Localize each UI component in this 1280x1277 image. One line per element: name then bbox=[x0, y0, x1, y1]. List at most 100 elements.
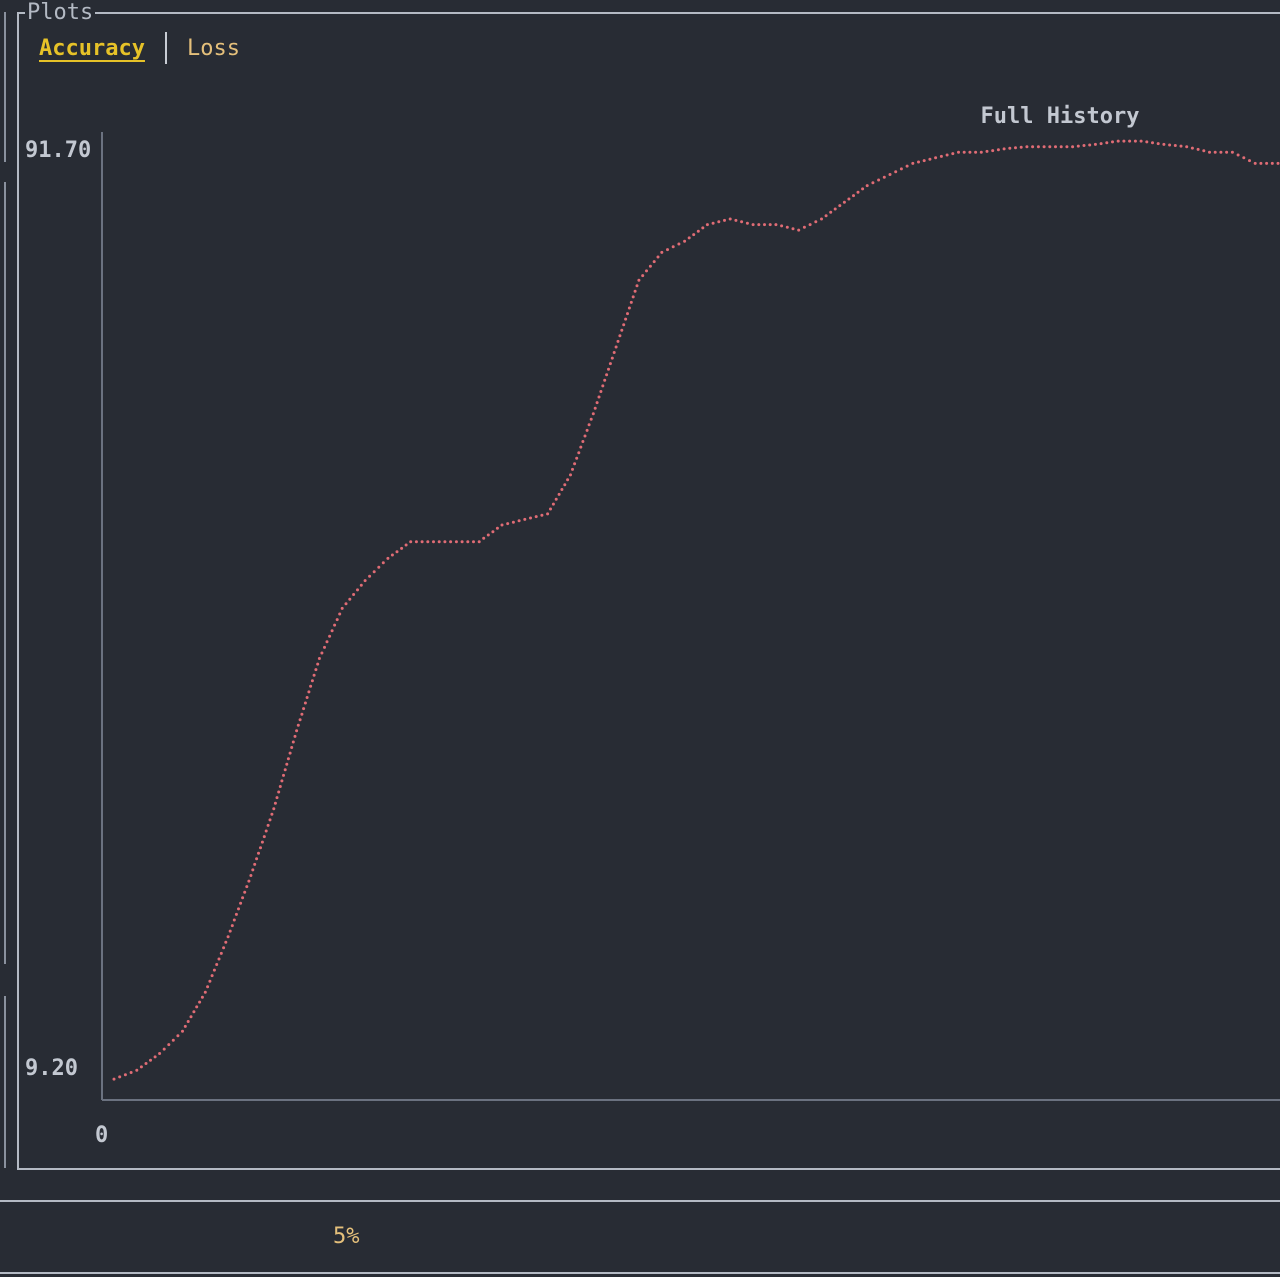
data-point bbox=[395, 550, 399, 554]
data-point bbox=[968, 150, 972, 154]
data-point bbox=[785, 225, 789, 229]
data-point bbox=[217, 957, 221, 961]
tab-loss[interactable]: Loss bbox=[186, 35, 240, 61]
data-point bbox=[585, 428, 589, 432]
data-point bbox=[426, 540, 430, 544]
data-point bbox=[477, 540, 481, 544]
data-point bbox=[208, 979, 212, 983]
data-point bbox=[183, 1024, 187, 1028]
data-point bbox=[802, 225, 806, 229]
data-point bbox=[1122, 139, 1126, 143]
data-point bbox=[1265, 161, 1269, 165]
data-point bbox=[203, 990, 207, 994]
data-point bbox=[899, 167, 903, 171]
data-point bbox=[206, 985, 210, 989]
data-point bbox=[797, 228, 801, 232]
data-point bbox=[608, 362, 612, 366]
data-point bbox=[571, 467, 574, 471]
data-point bbox=[546, 512, 550, 516]
data-point bbox=[1145, 140, 1149, 144]
data-point bbox=[622, 323, 626, 327]
data-point bbox=[404, 543, 408, 547]
data-point bbox=[1019, 145, 1023, 149]
data-point bbox=[198, 1000, 202, 1004]
data-point bbox=[153, 1055, 157, 1059]
data-point bbox=[291, 740, 295, 744]
data-point bbox=[894, 170, 898, 174]
status-bar: 5% bbox=[0, 1200, 1280, 1274]
data-point bbox=[247, 879, 251, 883]
data-point bbox=[158, 1052, 162, 1055]
data-point bbox=[557, 492, 561, 496]
data-point bbox=[705, 223, 709, 227]
data-point bbox=[1179, 144, 1183, 148]
data-point bbox=[340, 606, 344, 610]
data-point bbox=[1093, 142, 1097, 146]
data-point bbox=[631, 295, 635, 299]
data-point bbox=[1185, 145, 1189, 149]
data-point bbox=[290, 746, 294, 749]
tab-accuracy[interactable]: Accuracy bbox=[39, 35, 145, 61]
data-point bbox=[549, 507, 552, 511]
data-point bbox=[882, 175, 886, 179]
data-point bbox=[268, 818, 272, 822]
data-point bbox=[259, 846, 262, 850]
data-point bbox=[905, 164, 909, 168]
data-point bbox=[593, 406, 597, 410]
data-point bbox=[1168, 143, 1172, 147]
data-point bbox=[257, 851, 260, 855]
data-point bbox=[554, 497, 558, 501]
data-point bbox=[305, 696, 309, 699]
data-point bbox=[829, 210, 833, 214]
data-point bbox=[517, 519, 521, 523]
data-point bbox=[934, 156, 938, 160]
data-point bbox=[577, 451, 581, 455]
data-point bbox=[1128, 139, 1132, 143]
data-point bbox=[745, 221, 749, 225]
data-point bbox=[573, 462, 577, 466]
data-point bbox=[409, 540, 413, 544]
data-point bbox=[648, 264, 652, 268]
data-point bbox=[985, 149, 989, 153]
data-point bbox=[717, 220, 721, 224]
data-point bbox=[534, 515, 538, 519]
data-point bbox=[449, 540, 453, 544]
data-point bbox=[1111, 140, 1114, 144]
data-point bbox=[280, 779, 284, 783]
data-point bbox=[176, 1034, 180, 1038]
data-point bbox=[1253, 161, 1257, 165]
data-point bbox=[118, 1075, 122, 1079]
data-point bbox=[734, 218, 738, 222]
data-point bbox=[1071, 145, 1075, 149]
data-point bbox=[432, 540, 435, 544]
data-point bbox=[566, 478, 570, 482]
plots-panel-title: Plots bbox=[25, 0, 96, 26]
data-point bbox=[352, 593, 356, 596]
data-point bbox=[780, 224, 784, 228]
data-point bbox=[316, 662, 320, 666]
data-point bbox=[740, 220, 744, 224]
data-point bbox=[618, 334, 622, 338]
data-point bbox=[1202, 149, 1206, 153]
data-point bbox=[368, 574, 372, 578]
data-point bbox=[979, 150, 983, 154]
chart-title: Full History bbox=[981, 104, 1140, 129]
data-point bbox=[589, 417, 593, 421]
data-point bbox=[1008, 146, 1012, 150]
data-point bbox=[1116, 139, 1120, 143]
data-point bbox=[529, 516, 532, 520]
data-point bbox=[774, 223, 778, 227]
data-point bbox=[856, 190, 860, 194]
data-point bbox=[181, 1029, 184, 1033]
data-point bbox=[325, 640, 329, 644]
data-point bbox=[443, 540, 447, 544]
data-point bbox=[288, 751, 292, 755]
data-point bbox=[1076, 144, 1080, 148]
data-point bbox=[624, 317, 628, 321]
data-point bbox=[635, 284, 639, 288]
data-point bbox=[135, 1068, 139, 1072]
data-point bbox=[234, 912, 238, 916]
data-point bbox=[1048, 145, 1052, 149]
data-point bbox=[579, 445, 583, 449]
